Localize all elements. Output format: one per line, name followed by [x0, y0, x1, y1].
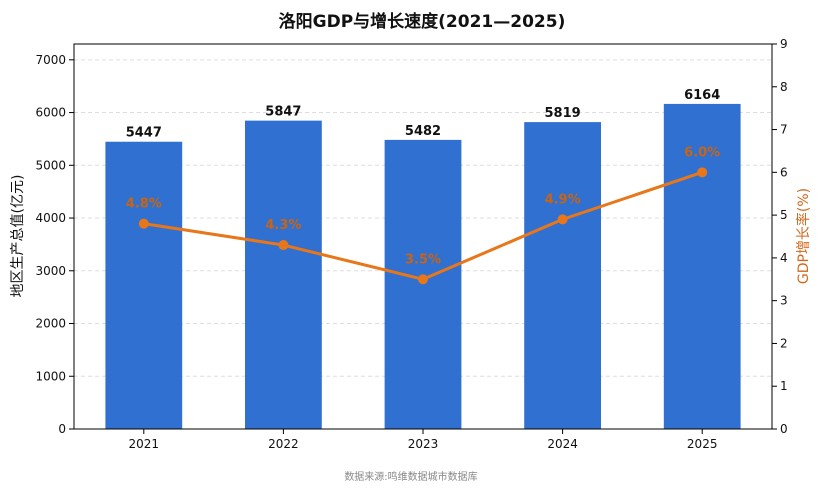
- right-y-axis-ticks: 0 1 2 3 4 5 6 7 8 9: [772, 37, 788, 436]
- bar: [245, 120, 322, 429]
- right-y-tick-label: 0: [780, 422, 788, 436]
- right-y-tick-label: 6: [780, 165, 788, 179]
- bar-value-label: 5482: [405, 124, 441, 139]
- x-tick-label: 2025: [687, 437, 718, 451]
- right-y-tick-label: 3: [780, 294, 788, 308]
- growth-rate-point: [278, 240, 289, 251]
- data-source-note: 数据来源:鸣维数据城市数据库: [344, 470, 477, 483]
- right-y-tick-label: 8: [780, 80, 788, 94]
- bar-value-label: 5819: [545, 106, 581, 121]
- right-y-tick-label: 2: [780, 336, 788, 350]
- x-tick-label: 2021: [129, 437, 160, 451]
- line-series: 4.8% 4.3% 3.5% 4.9% 6.0%: [126, 145, 720, 285]
- growth-rate-label: 4.3%: [265, 218, 301, 233]
- growth-rate-label: 6.0%: [684, 145, 720, 160]
- growth-rate-label: 4.9%: [545, 192, 581, 207]
- growth-rate-label: 4.8%: [126, 197, 162, 212]
- left-y-axis-label: 地区生产总值(亿元): [10, 175, 26, 298]
- growth-rate-point: [557, 214, 568, 225]
- left-y-axis-ticks: 0 1000 2000 3000 4000 5000 6000 7000: [35, 53, 74, 436]
- growth-rate-point: [418, 274, 428, 285]
- bar-value-labels: 5447 5847 5482 5819 6164: [126, 88, 721, 141]
- left-y-tick-label: 4000: [35, 211, 66, 225]
- right-y-tick-label: 5: [780, 208, 788, 222]
- bar: [524, 122, 601, 429]
- left-y-tick-label: 3000: [35, 264, 66, 278]
- left-y-tick-label: 6000: [35, 106, 66, 120]
- left-y-tick-label: 5000: [35, 158, 66, 172]
- growth-rate-label: 3.5%: [405, 252, 441, 267]
- growth-rate-point: [138, 218, 149, 229]
- bar: [663, 103, 741, 430]
- left-y-tick-label: 1000: [35, 369, 66, 383]
- right-y-axis-label: GDP增长率(%): [795, 188, 812, 284]
- chart-title: 洛阳GDP与增长速度(2021—2025): [279, 11, 566, 32]
- right-y-tick-label: 4: [780, 251, 788, 265]
- right-y-tick-label: 9: [780, 37, 788, 51]
- x-axis-ticks: 2021 2022 2023 2024 2025: [129, 429, 718, 451]
- left-y-tick-label: 7000: [35, 53, 66, 67]
- bar: [384, 139, 462, 429]
- right-y-tick-label: 1: [780, 379, 788, 393]
- growth-rate-point: [697, 167, 708, 178]
- right-y-tick-label: 7: [780, 123, 788, 137]
- bar-series: [105, 103, 741, 430]
- x-tick-label: 2024: [547, 437, 578, 451]
- bar-value-label: 6164: [684, 88, 720, 103]
- bar-value-label: 5847: [265, 105, 301, 120]
- x-tick-label: 2023: [408, 437, 439, 451]
- left-y-tick-label: 0: [58, 422, 66, 436]
- bar: [105, 141, 183, 429]
- left-y-tick-label: 2000: [35, 317, 66, 331]
- x-tick-label: 2022: [268, 437, 299, 451]
- bar-value-label: 5447: [126, 126, 162, 141]
